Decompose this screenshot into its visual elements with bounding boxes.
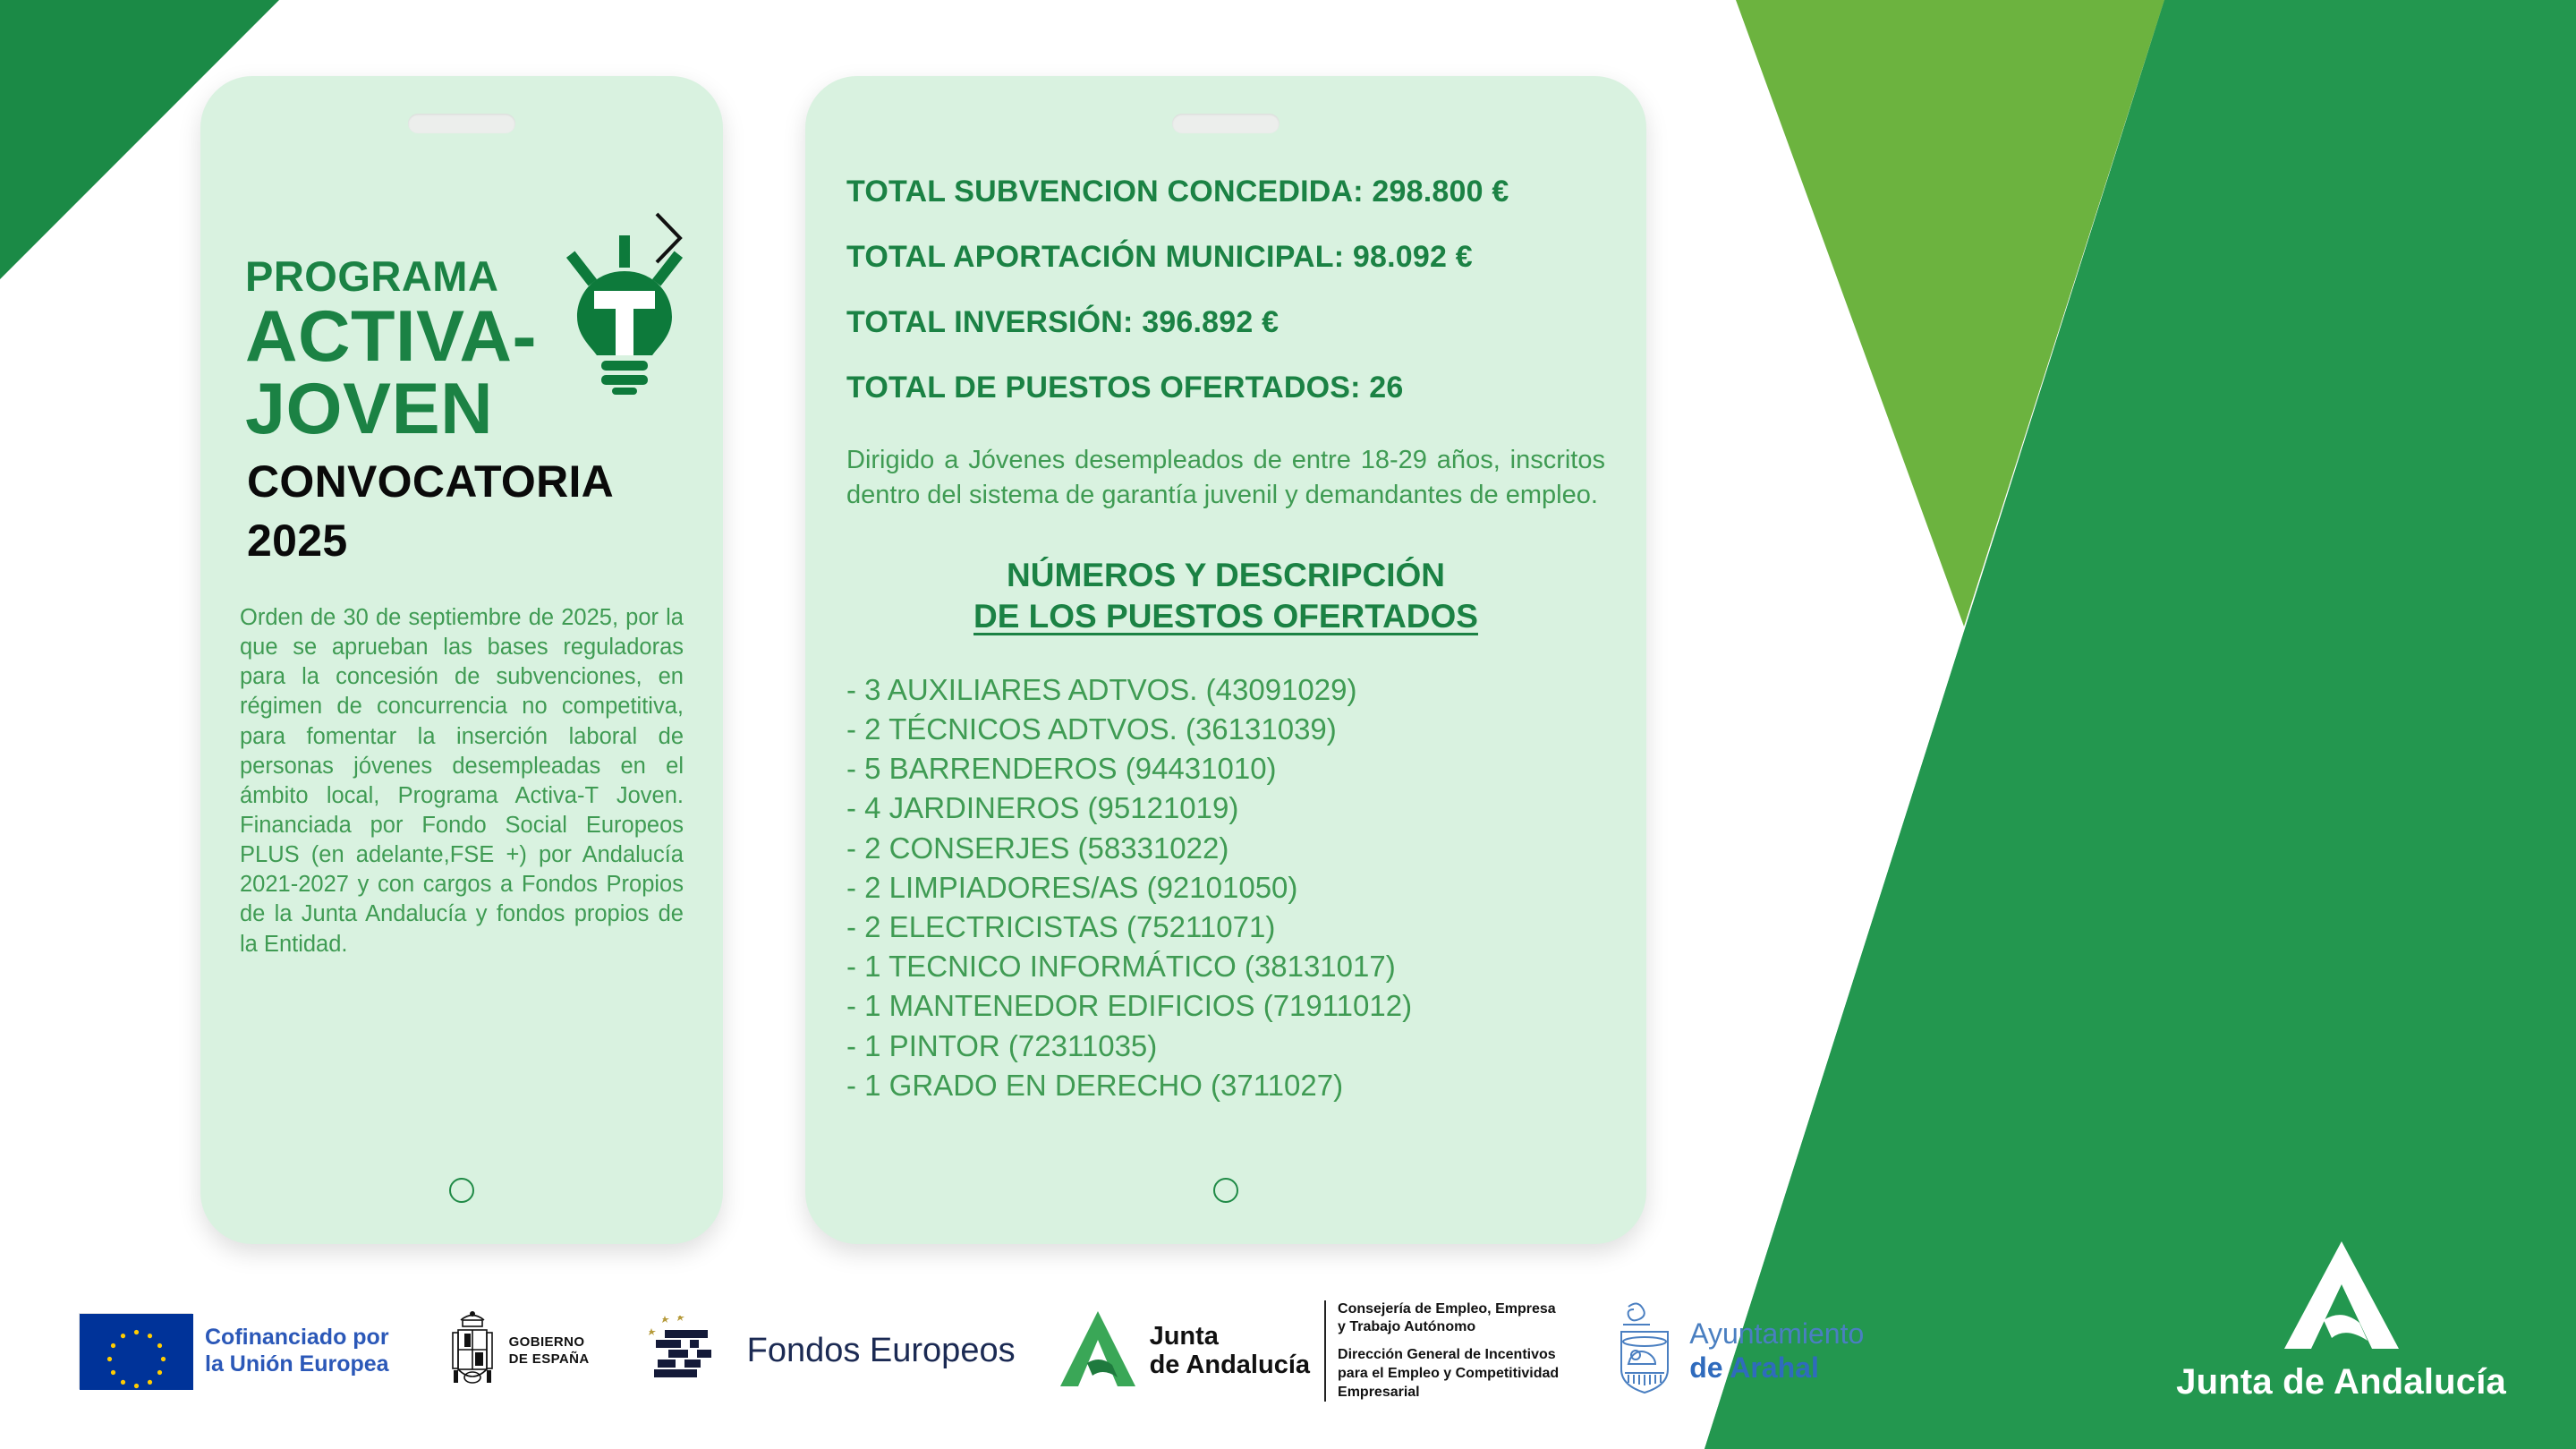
consejeria-group-2: Dirección General de Incentivos para el … <box>1338 1346 1559 1402</box>
brand-line-joven: JOVEN <box>245 369 494 449</box>
junta-label-line2: de Andalucía <box>1149 1351 1311 1380</box>
list-item: - 4 JARDINEROS (95121019) <box>846 791 1239 825</box>
corner-triangle-top-left <box>0 0 279 279</box>
list-item: - 2 ELECTRICISTAS (75211071) <box>846 909 1276 943</box>
list-item: - 1 TECNICO INFORMÁTICO (38131017) <box>846 950 1396 984</box>
ayuntamiento-label-line2: de Arahal <box>1689 1351 1819 1384</box>
total-puestos: TOTAL DE PUESTOS OFERTADOS: 26 <box>846 371 1404 405</box>
total-inversion: TOTAL INVERSIÓN: 396.892 € <box>846 305 1279 339</box>
arahal-shield-icon <box>1612 1300 1677 1402</box>
logo-union-europea: Cofinanciado por la Unión Europea <box>79 1313 389 1390</box>
total-subvencion: TOTAL SUBVENCION CONCEDIDA: 298.800 € <box>846 175 1509 209</box>
list-item: - 2 TÉCNICOS ADTVOS. (36131039) <box>846 712 1337 746</box>
fondos-europeos-label: Fondos Europeos <box>746 1332 1016 1369</box>
convocatoria-line2: 2025 <box>247 516 348 566</box>
program-logo: PROGRAMA ACTIVA- JOVEN <box>240 235 684 449</box>
lightbulb-icon <box>562 235 687 395</box>
footer-logo-bar: Cofinanciado por la Unión Europea <box>0 1253 1864 1449</box>
consejeria-line1: Consejería de Empleo, Empresa <box>1338 1300 1556 1317</box>
corner-junta-brand: Junta de Andalucía <box>2176 1238 2506 1402</box>
left-phone-card: PROGRAMA ACTIVA- JOVEN <box>200 76 723 1244</box>
brand-line-programa: PROGRAMA <box>245 252 499 300</box>
list-item: - 2 LIMPIADORES/AS (92101050) <box>846 870 1298 904</box>
speaker-notch <box>1172 114 1279 133</box>
logo-ayuntamiento-arahal: Ayuntamiento de Arahal <box>1612 1300 1864 1402</box>
jobs-section-heading: NÚMEROS Y DESCRIPCIÓN DE LOS PUESTOS OFE… <box>846 555 1605 638</box>
list-item: - 1 GRADO EN DERECHO (3711027) <box>846 1068 1344 1102</box>
logo-fondos-europeos: Fondos Europeos <box>645 1313 1016 1387</box>
consejeria-line2: y Trabajo Autónomo <box>1338 1319 1476 1335</box>
eu-label-line2: la Unión Europea <box>205 1351 389 1377</box>
list-item: - 2 CONSERJES (58331022) <box>846 831 1229 865</box>
eu-label-line1: Cofinanciado por <box>205 1325 389 1350</box>
spain-coat-of-arms-icon <box>445 1306 500 1396</box>
logo-junta-andalucia: Junta de Andalucía Consejería de Empleo,… <box>1057 1300 1559 1402</box>
logo-gobierno-espana: GOBIERNO DE ESPAÑA <box>445 1306 590 1396</box>
list-item: - 5 BARRENDEROS (94431010) <box>846 752 1277 786</box>
light-green-wedge <box>1736 0 2164 626</box>
fondos-europeos-icon <box>645 1313 735 1387</box>
gobierno-label-line1: GOBIERNO <box>508 1334 585 1350</box>
jobs-list: - 3 AUXILIARES ADTVOS. (43091029) - 2 TÉ… <box>846 670 1605 1105</box>
gobierno-logo-label: GOBIERNO DE ESPAÑA <box>509 1334 590 1368</box>
right-green-lower <box>1705 0 2576 1449</box>
consejeria-line5: Empresarial <box>1338 1384 1420 1400</box>
junta-logo-label: Junta de Andalucía <box>1150 1322 1310 1380</box>
home-button-icon[interactable] <box>449 1178 474 1203</box>
consejeria-line3: Dirección General de Incentivos <box>1338 1347 1556 1363</box>
list-item: - 1 PINTOR (72311035) <box>846 1028 1158 1062</box>
list-item: - 3 AUXILIARES ADTVOS. (43091029) <box>846 672 1357 706</box>
target-audience-text: Dirigido a Jóvenes desempleados de entre… <box>846 446 1605 509</box>
right-phone-card: TOTAL SUBVENCION CONCEDIDA: 298.800 € TO… <box>805 76 1646 1244</box>
jobs-heading-line2: DE LOS PUESTOS OFERTADOS <box>973 598 1478 635</box>
eu-logo-label: Cofinanciado por la Unión Europea <box>205 1325 389 1377</box>
junta-andalucia-a-icon <box>2279 1238 2404 1357</box>
left-card-content: PROGRAMA ACTIVA- JOVEN <box>240 235 684 982</box>
convocatoria-line1: CONVOCATORIA <box>247 456 615 507</box>
consejeria-line4: para el Empleo y Competitividad <box>1338 1365 1560 1381</box>
gobierno-label-line2: DE ESPAÑA <box>508 1351 590 1367</box>
ayuntamiento-label-line1: Ayuntamiento <box>1689 1317 1865 1351</box>
eu-flag-icon <box>79 1313 193 1390</box>
junta-andalucia-a-icon <box>1057 1309 1139 1393</box>
corner-brand-label: Junta de Andalucía <box>2176 1362 2506 1402</box>
total-aportacion: TOTAL APORTACIÓN MUNICIPAL: 98.092 € <box>846 240 1473 274</box>
home-button-icon[interactable] <box>1213 1178 1238 1203</box>
consejeria-block: Consejería de Empleo, Empresa y Trabajo … <box>1324 1300 1559 1402</box>
chevron-right-icon[interactable] <box>653 210 684 266</box>
ayuntamiento-logo-label: Ayuntamiento de Arahal <box>1689 1317 1864 1384</box>
jobs-heading-line1: NÚMEROS Y DESCRIPCIÓN <box>1007 557 1445 594</box>
junta-label-line1: Junta <box>1149 1322 1219 1351</box>
list-item: - 1 MANTENEDOR EDIFICIOS (71911012) <box>846 989 1413 1023</box>
speaker-notch <box>408 114 515 133</box>
brand-line-activa: ACTIVA- <box>245 296 537 377</box>
consejeria-group-1: Consejería de Empleo, Empresa y Trabajo … <box>1338 1300 1559 1338</box>
right-card-content: TOTAL SUBVENCION CONCEDIDA: 298.800 € TO… <box>846 175 1605 1105</box>
order-description-text: Orden de 30 de septiembre de 2025, por l… <box>240 605 684 957</box>
